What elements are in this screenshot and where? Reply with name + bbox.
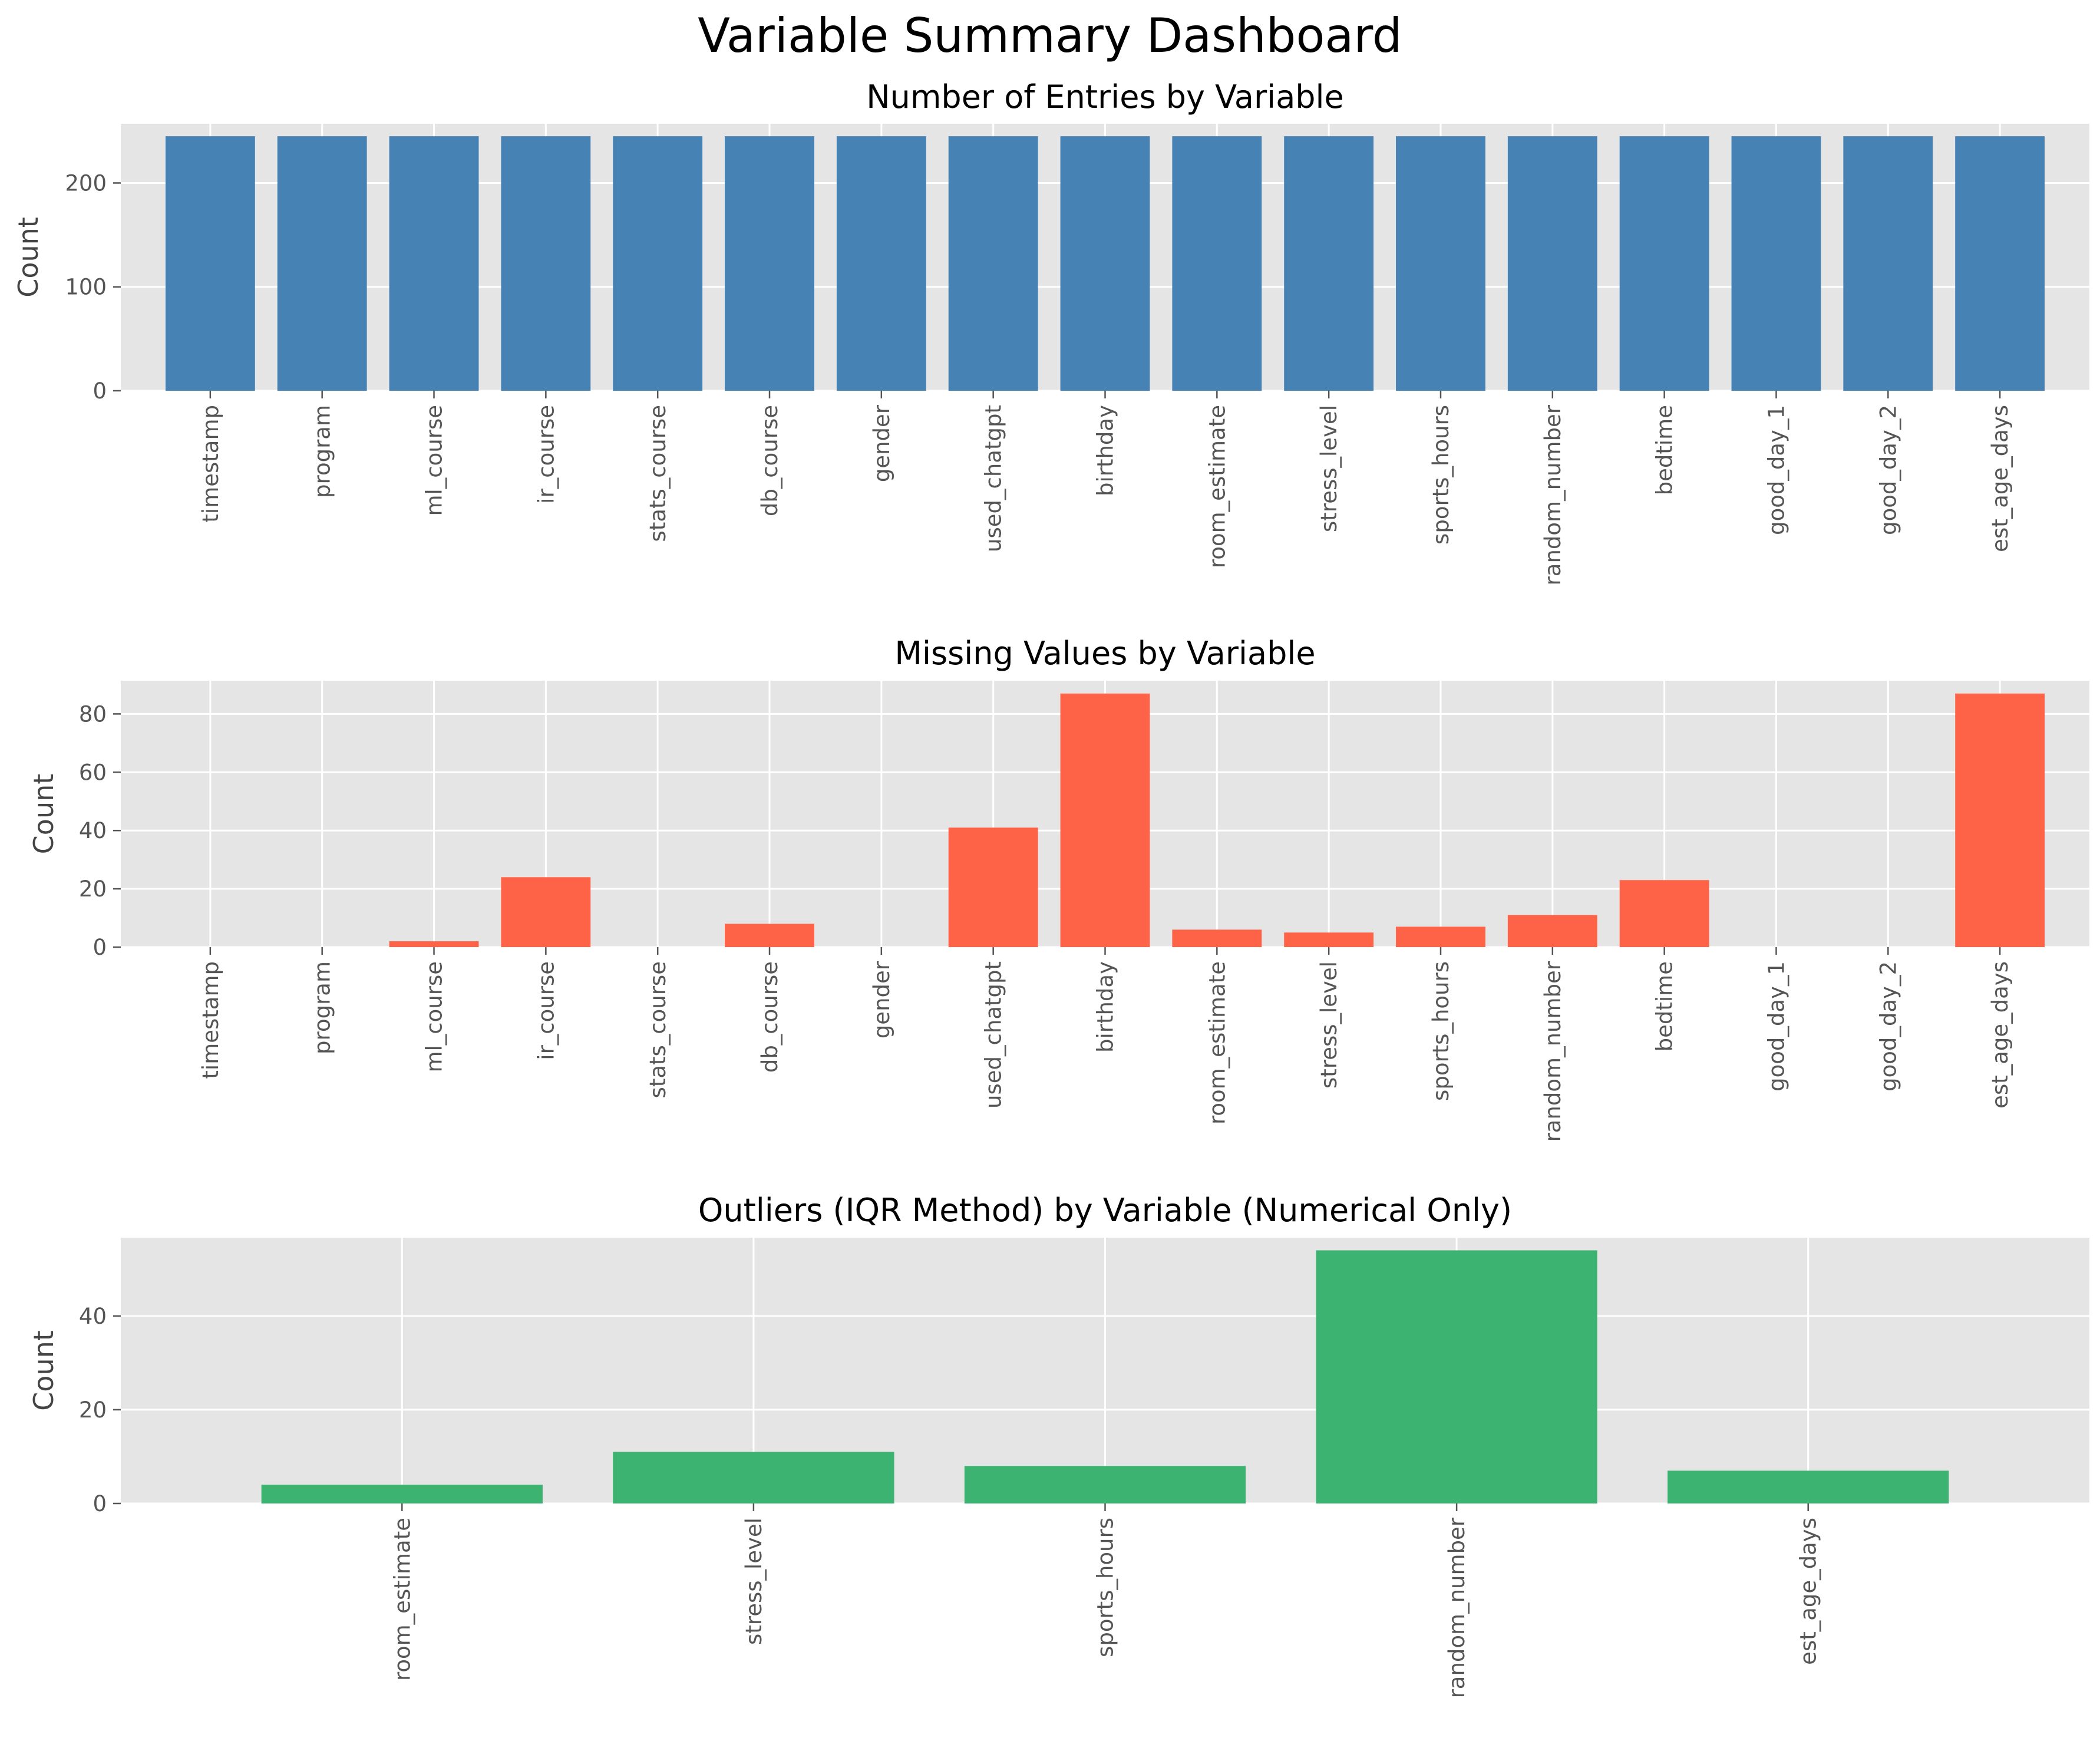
outliers-chart: 0 20 40 room_estimate stress_level sports_hou… (28, 1192, 2089, 1698)
entries-y-tick-label: 200 (65, 170, 107, 196)
entries-bar-timestamp (165, 136, 255, 391)
missing-bar-random-number (1507, 915, 1597, 947)
entries-x-tick-label: ml_course (422, 405, 447, 516)
entries-chart: 0 100 200 timestamp program ml_course ir_cours… (12, 78, 2089, 585)
missing-bar-sports-hours (1396, 926, 1485, 947)
outliers-bar-sports-hours (964, 1466, 1246, 1503)
missing-x-tick-label: room_estimate (1204, 961, 1230, 1125)
missing-chart-title: Missing Values by Variable (894, 635, 1315, 672)
entries-bar-program (277, 136, 367, 391)
entries-x-tick-label: room_estimate (1204, 405, 1230, 568)
missing-bar-room-estimate (1172, 929, 1262, 947)
entries-x-tick-label: stats_course (645, 405, 671, 542)
entries-bar-bedtime (1619, 136, 1709, 391)
entries-bar-used-chatgpt (948, 136, 1038, 391)
entries-bar-ml-course (389, 136, 479, 391)
missing-bar-ml-course (389, 941, 479, 947)
entries-x-tick-label: timestamp (198, 405, 223, 523)
missing-values-chart: 0 20 40 60 80 timestamp program ml_course ir_cou… (28, 635, 2089, 1142)
outliers-x-tick-label: stress_level (741, 1518, 767, 1645)
outliers-chart-title: Outliers (IQR Method) by Variable (Numer… (698, 1192, 1512, 1229)
missing-x-tick-label: db_course (757, 961, 782, 1073)
missing-bar-stress-level (1284, 932, 1374, 947)
outliers-y-tick-label: 40 (79, 1304, 107, 1329)
missing-x-tick-label: ir_course (533, 961, 559, 1060)
entries-bar-sports-hours (1396, 136, 1485, 391)
missing-y-axis-label: Count (28, 774, 60, 855)
missing-x-tick-label: ml_course (422, 961, 447, 1073)
outliers-y-tick-label: 20 (79, 1397, 107, 1423)
missing-bar-birthday (1060, 693, 1150, 947)
entries-x-tick-label: gender (869, 404, 894, 482)
missing-x-tick-label: est_age_days (1987, 961, 2013, 1109)
entries-x-tick-label: good_day_1 (1764, 405, 1789, 535)
dashboard-title: Variable Summary Dashboard (698, 8, 1402, 63)
entries-bar-good-day-2 (1843, 136, 1933, 391)
entries-x-tick-label: db_course (757, 405, 782, 516)
outliers-x-tick-label: sports_hours (1093, 1518, 1118, 1657)
outliers-bar-random-number (1316, 1250, 1597, 1503)
missing-bar-db-course (725, 924, 814, 947)
missing-bar-used-chatgpt (948, 827, 1038, 947)
entries-y-tick-label: 0 (93, 378, 107, 404)
entries-bar-random-number (1507, 136, 1597, 391)
entries-bar-est-age-days (1955, 136, 2045, 391)
missing-x-tick-label: sports_hours (1428, 961, 1454, 1101)
missing-x-tick-label: good_day_2 (1876, 961, 1901, 1092)
missing-bar-est-age-days (1955, 693, 2045, 947)
entries-x-tick-label: birthday (1093, 405, 1118, 496)
entries-y-axis-label: Count (12, 217, 44, 298)
missing-x-tick-label: stress_level (1316, 961, 1342, 1089)
missing-y-tick-label: 40 (79, 818, 107, 843)
outliers-bar-est-age-days (1668, 1470, 1949, 1503)
entries-x-tick-label: stress_level (1316, 405, 1342, 532)
missing-x-tick-label: random_number (1540, 961, 1566, 1142)
entries-bar-stress-level (1284, 136, 1374, 391)
entries-x-tick-label: random_number (1540, 404, 1566, 585)
missing-x-tick-label: used_chatgpt (981, 961, 1006, 1109)
entries-bar-db-course (725, 136, 814, 391)
missing-bar-bedtime (1619, 880, 1709, 947)
missing-x-tick-label: program (310, 961, 335, 1054)
entries-chart-title: Number of Entries by Variable (866, 78, 1344, 116)
outliers-bar-room-estimate (261, 1485, 543, 1503)
missing-x-tick-label: timestamp (198, 961, 223, 1079)
missing-y-tick-label: 20 (79, 876, 107, 902)
outliers-x-tick-label: room_estimate (389, 1518, 415, 1681)
missing-x-tick-label: gender (869, 961, 894, 1038)
missing-x-tick-label: bedtime (1652, 961, 1678, 1051)
entries-x-tick-label: used_chatgpt (981, 405, 1006, 552)
outliers-x-tick-label: random_number (1444, 1517, 1470, 1698)
missing-x-tick-label: stats_course (645, 961, 671, 1098)
entries-x-tick-label: good_day_2 (1876, 405, 1901, 535)
entries-bar-gender (836, 136, 926, 391)
entries-y-tick-label: 100 (65, 275, 107, 300)
entries-bar-ir-course (501, 136, 591, 391)
entries-x-tick-label: program (310, 405, 335, 498)
entries-bar-birthday (1060, 136, 1150, 391)
entries-bar-room-estimate (1172, 136, 1262, 391)
entries-x-tick-label: est_age_days (1987, 405, 2013, 552)
missing-y-tick-label: 60 (79, 760, 107, 785)
entries-bar-stats-course (613, 136, 703, 391)
missing-x-tick-label: good_day_1 (1764, 961, 1789, 1092)
outliers-y-tick-label: 0 (93, 1491, 107, 1516)
missing-y-tick-label: 80 (79, 701, 107, 727)
outliers-bar-stress-level (613, 1452, 894, 1503)
missing-x-tick-label: birthday (1093, 961, 1118, 1053)
missing-bar-ir-course (501, 877, 591, 947)
missing-y-tick-label: 0 (93, 935, 107, 960)
entries-x-tick-label: ir_course (533, 405, 559, 504)
outliers-x-tick-label: est_age_days (1796, 1518, 1821, 1665)
entries-x-tick-label: bedtime (1652, 405, 1678, 495)
entries-x-tick-label: sports_hours (1428, 405, 1454, 545)
entries-bar-good-day-1 (1731, 136, 1821, 391)
outliers-y-axis-label: Count (28, 1330, 60, 1411)
